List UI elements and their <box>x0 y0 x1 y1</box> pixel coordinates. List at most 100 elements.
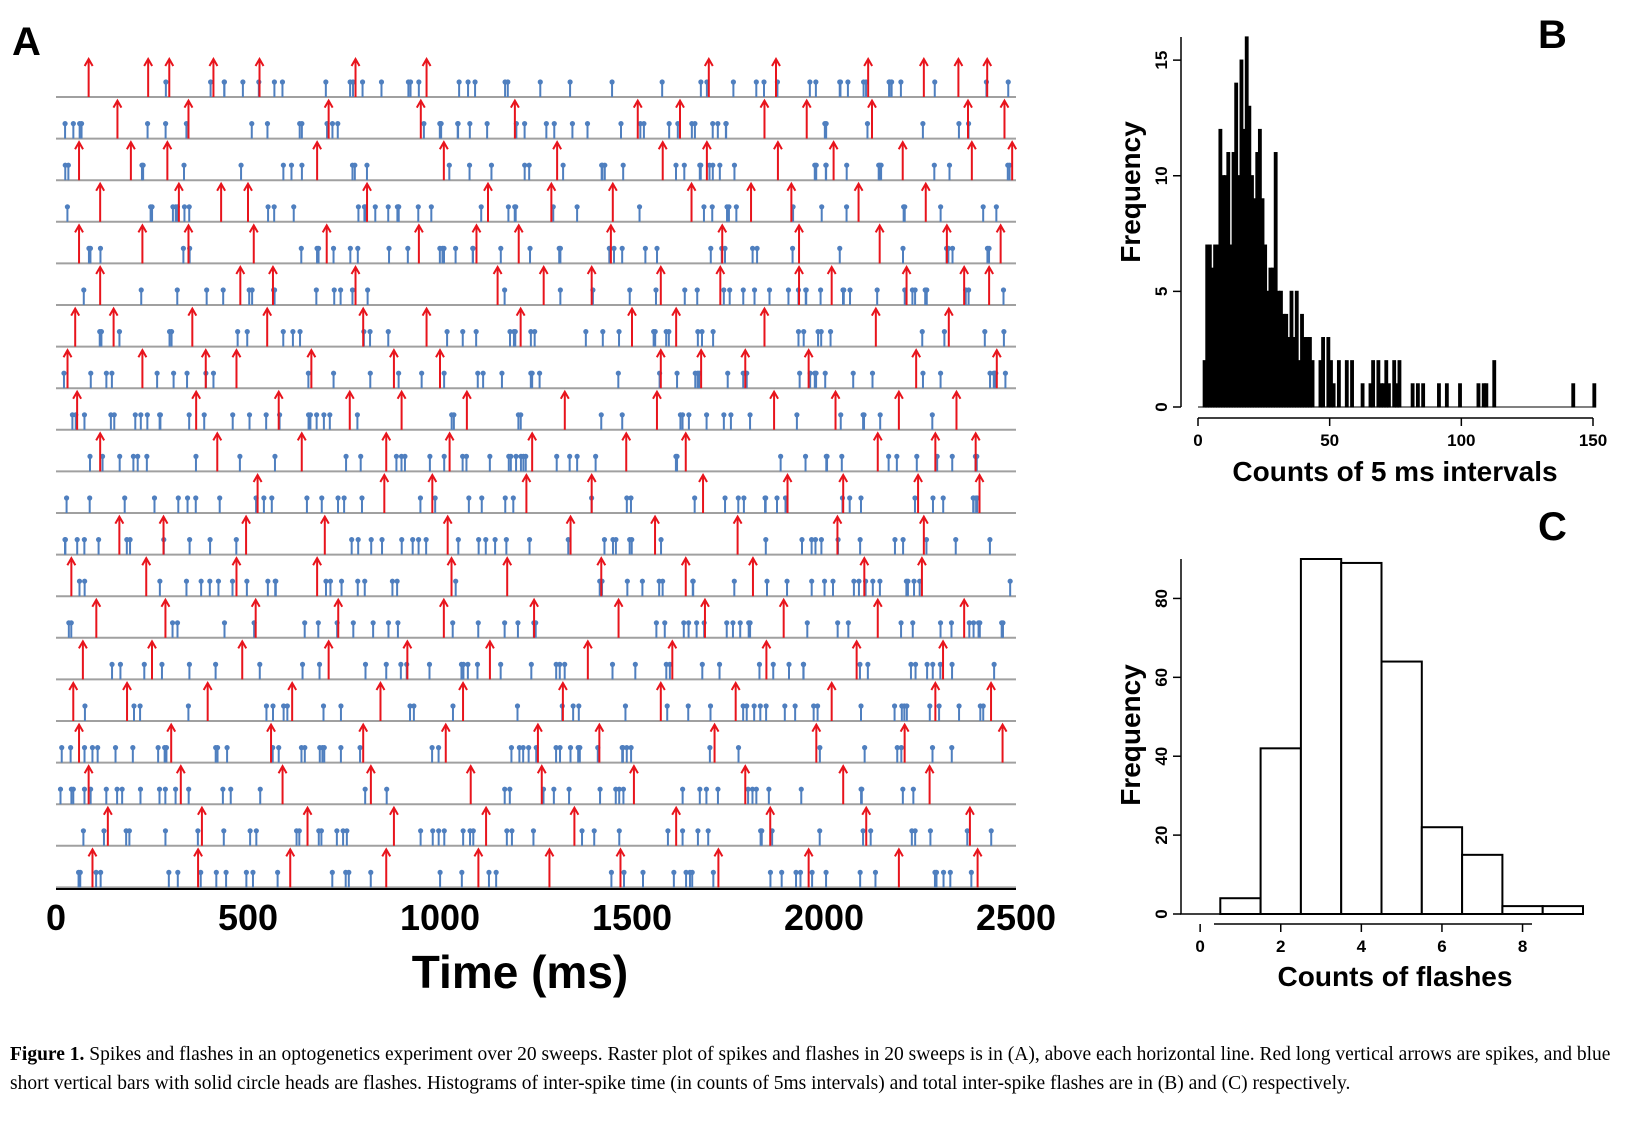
spike-arrow <box>832 514 843 555</box>
flash-mark <box>415 537 422 555</box>
flash-mark <box>475 620 481 638</box>
flash-mark <box>62 537 68 555</box>
spike-arrow <box>415 98 426 139</box>
spike-arrow <box>615 847 626 888</box>
flash-mark <box>103 370 109 389</box>
flash-mark <box>95 537 102 555</box>
flash-mark <box>435 745 442 763</box>
flash-mark <box>437 121 443 139</box>
spike-arrow <box>943 306 954 347</box>
spike-arrow <box>147 639 157 680</box>
raster-x-tick-label: 0 <box>46 897 66 938</box>
flash-mark <box>132 412 138 430</box>
flash-mark <box>710 329 716 347</box>
flash-mark <box>64 204 71 222</box>
flash-mark <box>715 121 721 139</box>
flash-mark <box>532 329 538 347</box>
flash-mark <box>453 578 459 597</box>
spike-arrow <box>794 264 804 305</box>
flash-mark <box>117 453 123 472</box>
flash-mark <box>514 703 521 721</box>
histogram-b-bar <box>1294 290 1299 408</box>
histogram-c-x-tick-label: 4 <box>1357 937 1367 956</box>
flash-mark <box>975 620 982 638</box>
flash-mark <box>946 162 953 181</box>
flash-mark <box>229 578 236 597</box>
flash-mark <box>812 537 819 555</box>
flash-mark <box>407 79 414 97</box>
flash-mark <box>528 329 534 347</box>
spike-arrow <box>899 722 910 763</box>
flash-mark <box>362 578 368 597</box>
flash-mark <box>526 537 533 555</box>
flash-mark <box>632 661 638 680</box>
spike-arrow <box>137 348 148 389</box>
histogram-b-y-ticks: 0 5 10 15 <box>1152 51 1181 412</box>
panel-b-histogram: 0 50 100 150 0 5 10 15 Counts of 5 ms interval… <box>1115 13 1607 487</box>
spike-arrow <box>536 764 547 805</box>
flash-mark <box>163 79 169 97</box>
flash-mark <box>140 162 146 181</box>
flash-mark <box>699 329 705 347</box>
flash-mark <box>330 245 337 264</box>
flash-mark <box>421 121 427 139</box>
flash-mark <box>114 786 120 805</box>
flash-mark <box>314 245 320 264</box>
flash-mark <box>483 537 489 555</box>
spike-arrow <box>970 431 981 472</box>
flash-mark <box>316 661 323 680</box>
flash-mark <box>754 245 760 264</box>
flash-mark <box>682 287 688 305</box>
flash-mark <box>349 287 356 305</box>
flash-mark <box>851 578 857 597</box>
flash-mark <box>766 786 772 805</box>
spike-arrow <box>853 181 864 222</box>
flash-mark <box>263 412 269 430</box>
spike-arrow <box>389 348 399 389</box>
flash-mark <box>613 537 619 555</box>
flash-mark <box>416 79 422 97</box>
flash-mark <box>658 537 664 555</box>
flash-mark <box>763 703 769 721</box>
spike-arrow <box>248 223 259 264</box>
flash-mark <box>898 745 904 763</box>
flash-mark <box>486 869 492 888</box>
spike-arrow <box>183 223 194 264</box>
flash-mark <box>690 578 696 597</box>
flash-mark <box>653 620 659 638</box>
flash-mark <box>299 162 305 181</box>
flash-mark <box>215 578 222 597</box>
spike-arrow <box>930 431 941 472</box>
sweep-row <box>56 223 1016 265</box>
flash-mark <box>811 703 817 721</box>
flash-mark <box>593 453 599 472</box>
spike-arrow <box>709 722 720 763</box>
spike-arrow <box>465 764 476 805</box>
flash-mark <box>207 578 213 597</box>
flash-mark <box>402 453 408 472</box>
spike-arrow <box>381 847 392 888</box>
flash-mark <box>237 453 243 472</box>
flash-mark <box>900 245 906 264</box>
spike-arrow <box>350 264 361 305</box>
spike-arrow <box>870 306 881 347</box>
flash-mark <box>766 287 773 305</box>
flash-mark <box>598 412 604 430</box>
flash-mark <box>557 245 563 264</box>
flash-mark <box>276 745 282 763</box>
flash-mark <box>441 453 447 472</box>
spike-arrow <box>771 56 781 97</box>
flash-mark <box>737 620 743 638</box>
flash-mark <box>77 121 83 139</box>
flash-mark <box>480 370 486 389</box>
flash-mark <box>112 745 119 763</box>
spike-arrow <box>680 431 691 472</box>
histogram-c-y-tick-label: 80 <box>1152 589 1171 608</box>
flash-mark <box>466 495 472 513</box>
flash-mark <box>264 121 271 139</box>
raster-x-label: Time (ms) <box>412 946 628 998</box>
flash-mark <box>186 786 192 805</box>
flash-mark <box>640 869 646 888</box>
flash-mark <box>82 578 88 597</box>
flash-mark <box>877 412 883 430</box>
